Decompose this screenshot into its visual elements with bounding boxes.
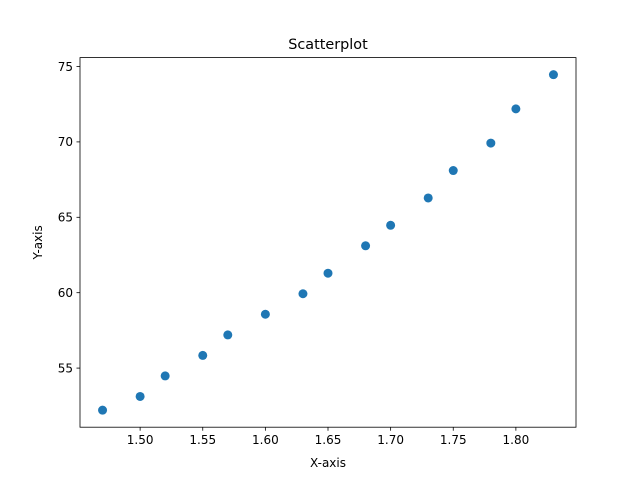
x-tick-label: 1.50 — [127, 433, 154, 447]
data-point — [160, 371, 170, 381]
y-tick-label: 65 — [58, 211, 73, 225]
data-point — [448, 166, 458, 176]
data-point — [386, 220, 396, 230]
data-point — [423, 193, 433, 203]
x-axis-label: X-axis — [310, 456, 346, 470]
x-tick-label: 1.70 — [377, 433, 404, 447]
data-point — [223, 330, 233, 340]
y-tick-label: 75 — [58, 60, 73, 74]
x-ticks: 1.50 1.55 1.60 1.65 1.70 1.75 1.80 — [127, 427, 529, 447]
data-point — [548, 70, 558, 80]
data-point — [198, 350, 208, 360]
data-points — [98, 70, 558, 415]
data-point — [98, 405, 108, 415]
y-axis-label: Y-axis — [31, 225, 45, 260]
data-point — [323, 268, 333, 278]
data-point — [298, 289, 308, 299]
plot-frame — [79, 57, 577, 428]
data-point — [511, 104, 521, 114]
x-tick-label: 1.65 — [315, 433, 342, 447]
y-tick-label: 70 — [58, 135, 73, 149]
data-point — [260, 309, 270, 319]
chart-title: Scatterplot — [288, 37, 368, 53]
x-tick-label: 1.80 — [503, 433, 530, 447]
x-tick-label: 1.55 — [189, 433, 216, 447]
y-ticks: 55 60 65 70 75 — [58, 60, 80, 375]
y-tick-label: 55 — [58, 361, 73, 375]
y-tick-label: 60 — [58, 286, 73, 300]
data-point — [486, 138, 496, 148]
x-tick-label: 1.75 — [440, 433, 467, 447]
plot-area — [80, 57, 576, 428]
data-point — [361, 241, 371, 251]
data-point — [135, 391, 145, 401]
x-tick-label: 1.60 — [252, 433, 279, 447]
